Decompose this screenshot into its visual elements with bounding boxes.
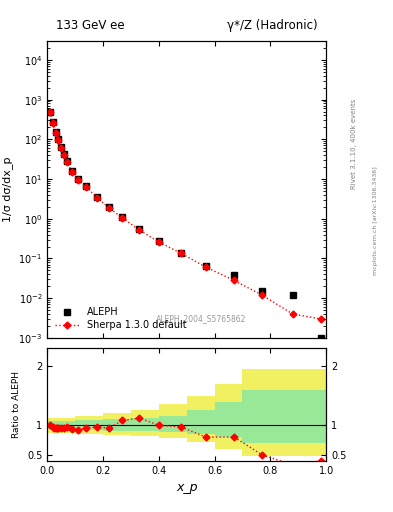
ALEPH — [137, 226, 141, 232]
ALEPH — [48, 109, 52, 115]
Legend: ALEPH, Sherpa 1.3.0 default: ALEPH, Sherpa 1.3.0 default — [52, 304, 189, 333]
ALEPH — [290, 292, 295, 298]
Text: γ*/Z (Hadronic): γ*/Z (Hadronic) — [227, 19, 318, 32]
Text: mcplots.cern.ch [arXiv:1306.3436]: mcplots.cern.ch [arXiv:1306.3436] — [373, 166, 378, 274]
ALEPH — [318, 335, 323, 341]
ALEPH — [56, 136, 61, 142]
ALEPH — [204, 263, 209, 269]
ALEPH — [156, 238, 161, 244]
ALEPH — [64, 158, 69, 164]
Sherpa 1.3.0 default — [318, 316, 323, 322]
Bar — [61, 417, 75, 433]
Sherpa 1.3.0 default — [120, 215, 125, 221]
Bar — [187, 396, 215, 442]
Bar — [103, 413, 131, 435]
ALEPH — [75, 176, 80, 182]
ALEPH — [84, 183, 88, 189]
Line: Sherpa 1.3.0 default: Sherpa 1.3.0 default — [48, 110, 323, 322]
Sherpa 1.3.0 default — [95, 195, 100, 201]
ALEPH — [53, 129, 58, 135]
Sherpa 1.3.0 default — [260, 292, 264, 298]
ALEPH — [106, 204, 111, 210]
Bar — [75, 416, 103, 434]
Text: Rivet 3.1.10, 400k events: Rivet 3.1.10, 400k events — [351, 98, 357, 188]
ALEPH — [95, 194, 100, 200]
Sherpa 1.3.0 default — [70, 169, 75, 175]
ALEPH — [50, 119, 55, 125]
Sherpa 1.3.0 default — [156, 239, 161, 245]
ALEPH — [232, 272, 237, 278]
Sherpa 1.3.0 default — [56, 137, 61, 143]
Sherpa 1.3.0 default — [53, 130, 58, 136]
Bar — [47, 421, 61, 430]
Sherpa 1.3.0 default — [232, 278, 237, 284]
Line: ALEPH: ALEPH — [46, 108, 324, 342]
Sherpa 1.3.0 default — [50, 120, 55, 126]
ALEPH — [120, 214, 125, 220]
ALEPH — [260, 288, 264, 294]
Sherpa 1.3.0 default — [59, 144, 64, 151]
Sherpa 1.3.0 default — [84, 184, 88, 190]
Sherpa 1.3.0 default — [290, 311, 295, 317]
ALEPH — [59, 144, 64, 150]
Sherpa 1.3.0 default — [179, 250, 184, 257]
ALEPH — [70, 168, 75, 174]
Sherpa 1.3.0 default — [204, 264, 209, 270]
Sherpa 1.3.0 default — [137, 227, 141, 233]
Bar — [159, 404, 187, 438]
Sherpa 1.3.0 default — [48, 109, 52, 115]
Sherpa 1.3.0 default — [75, 178, 80, 184]
Sherpa 1.3.0 default — [64, 159, 69, 165]
Bar — [131, 418, 159, 431]
Bar — [215, 383, 242, 449]
Bar — [187, 411, 215, 434]
Text: ALEPH_2004_S5765862: ALEPH_2004_S5765862 — [156, 314, 246, 323]
Bar — [103, 419, 131, 431]
Bar — [75, 420, 103, 430]
Bar — [242, 390, 326, 443]
Text: 133 GeV ee: 133 GeV ee — [55, 19, 124, 32]
ALEPH — [179, 250, 184, 256]
Bar — [47, 417, 61, 433]
Bar — [131, 410, 159, 436]
X-axis label: x_p: x_p — [176, 481, 197, 494]
Y-axis label: 1/σ dσ/dx_p: 1/σ dσ/dx_p — [2, 157, 13, 222]
Bar — [215, 401, 242, 437]
Bar — [61, 421, 75, 430]
Sherpa 1.3.0 default — [106, 205, 111, 211]
Y-axis label: Ratio to ALEPH: Ratio to ALEPH — [12, 371, 21, 438]
Sherpa 1.3.0 default — [62, 152, 66, 158]
Bar — [159, 416, 187, 432]
Bar — [242, 369, 326, 456]
ALEPH — [62, 151, 66, 157]
